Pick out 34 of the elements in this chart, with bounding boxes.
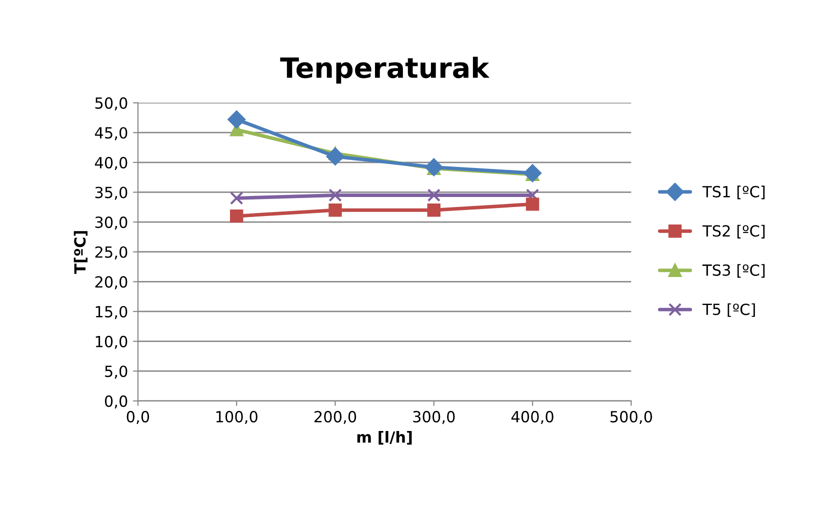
y-tick-label: 25,0 [95, 246, 128, 260]
legend-label: T5 [ºC] [702, 303, 755, 317]
point [326, 148, 344, 166]
x-tick-label: 200,0 [314, 410, 356, 424]
y-tick-label: 5,0 [105, 366, 128, 379]
y-tick-label: 20,0 [95, 276, 128, 290]
chart-title: Tenperaturak [280, 56, 490, 84]
point [328, 204, 342, 217]
point [328, 188, 342, 202]
x-axis-title: m [l/h] [357, 430, 412, 445]
x-tick-label: 100,0 [216, 410, 258, 424]
legend-label: TS1 [ºC] [702, 186, 765, 200]
point [230, 192, 244, 205]
y-tick-label: 0,0 [104, 395, 128, 408]
y-tick-label: 40,0 [94, 156, 128, 170]
legend-label: TS2 [ºC] [702, 224, 765, 238]
x-tick-label: 300,0 [413, 410, 455, 424]
y-axis-title: T[ºC] [74, 231, 88, 274]
y-tick-label: 35,0 [95, 186, 128, 200]
point [230, 209, 244, 223]
legend-label: TS3 [ºC] [702, 264, 765, 278]
y-tick-label: 15,0 [96, 306, 128, 320]
point [427, 188, 440, 202]
x-tick-label: 0,0 [126, 410, 150, 424]
x-tick-label: 400,0 [511, 410, 554, 424]
point [526, 198, 540, 211]
point [427, 204, 440, 217]
x-tick-label: 500,0 [610, 410, 652, 424]
y-tick-label: 45,0 [94, 127, 128, 140]
point [228, 110, 246, 128]
y-tick-label: 10,0 [96, 336, 128, 349]
y-tick-label: 50,0 [95, 97, 128, 110]
point [424, 158, 443, 176]
y-tick-label: 30,0 [95, 216, 128, 230]
